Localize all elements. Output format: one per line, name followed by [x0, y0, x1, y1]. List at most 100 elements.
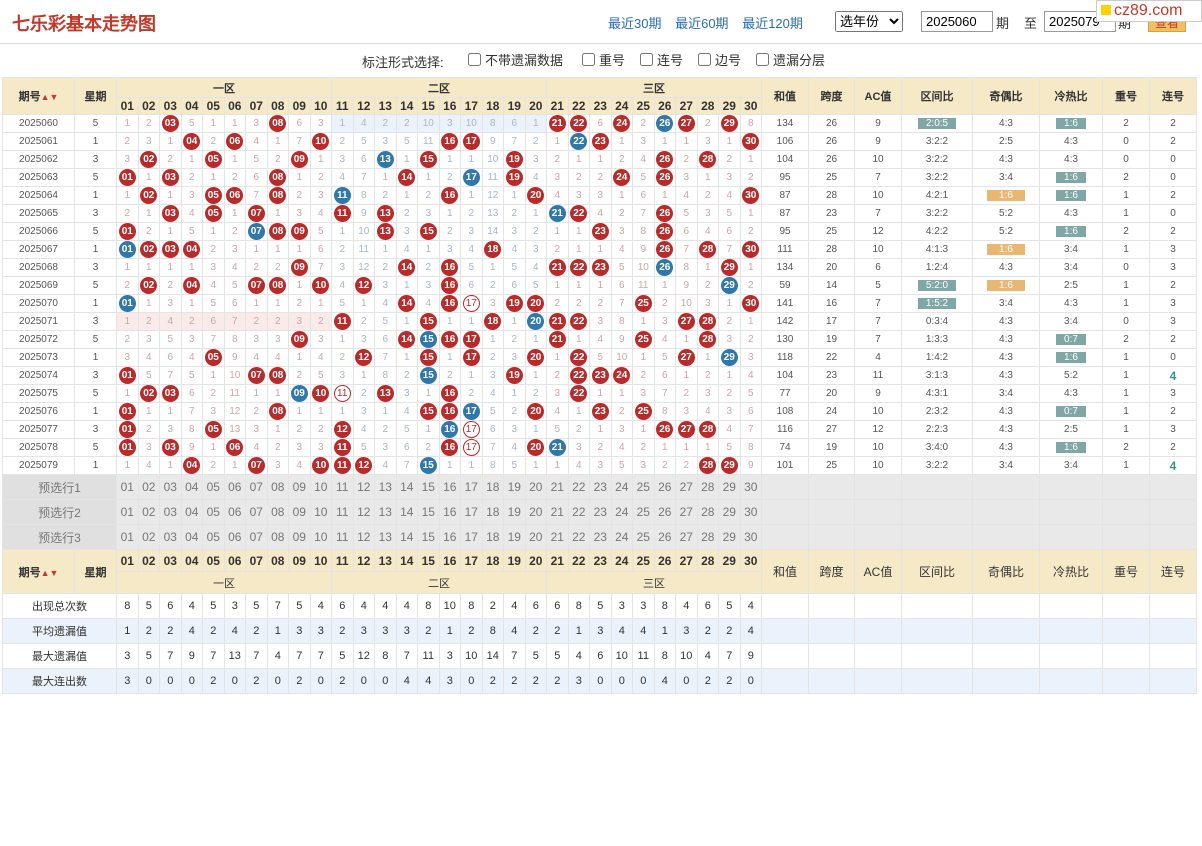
preselect-number[interactable]: 16	[438, 524, 461, 550]
footer-header-issue[interactable]: 期号▲▼	[2, 549, 75, 594]
preselect-number[interactable]: 05	[202, 499, 225, 525]
col-header-issue[interactable]: 期号▲▼	[2, 77, 75, 115]
preselect-number[interactable]: 14	[395, 524, 418, 550]
sort-icon[interactable]: ▲▼	[40, 92, 59, 102]
preselect-number[interactable]: 27	[675, 499, 698, 525]
preselect-number[interactable]: 04	[180, 524, 203, 550]
preselect-number[interactable]: 09	[288, 499, 311, 525]
filter-checkbox[interactable]	[582, 53, 595, 66]
preselect-number[interactable]: 06	[223, 474, 246, 500]
preselect-number[interactable]: 19	[503, 524, 526, 550]
preselect-number[interactable]: 02	[137, 499, 160, 525]
preselect-number[interactable]: 06	[223, 499, 246, 525]
recent-120-link[interactable]: 最近120期	[742, 16, 803, 31]
preselect-number[interactable]: 13	[374, 499, 397, 525]
preselect-number[interactable]: 20	[524, 524, 547, 550]
preselect-number[interactable]: 29	[718, 499, 741, 525]
preselect-number[interactable]: 22	[567, 524, 590, 550]
preselect-number[interactable]: 26	[653, 524, 676, 550]
preselect-number[interactable]: 20	[524, 499, 547, 525]
preselect-number[interactable]: 30	[739, 474, 762, 500]
preselect-number[interactable]: 01	[116, 474, 139, 500]
preselect-number[interactable]: 03	[159, 524, 182, 550]
filter-checkbox[interactable]	[468, 53, 481, 66]
preselect-number[interactable]: 11	[331, 524, 354, 550]
filter-option-no-miss[interactable]: 不带遗漏数据	[468, 50, 563, 69]
preselect-number[interactable]: 05	[202, 524, 225, 550]
filter-checkbox[interactable]	[698, 53, 711, 66]
preselect-number[interactable]: 13	[374, 474, 397, 500]
preselect-number[interactable]: 11	[331, 499, 354, 525]
preselect-number[interactable]: 28	[696, 474, 719, 500]
preselect-number[interactable]: 28	[696, 524, 719, 550]
preselect-number[interactable]: 18	[481, 474, 504, 500]
preselect-number[interactable]: 11	[331, 474, 354, 500]
preselect-number[interactable]: 08	[266, 499, 289, 525]
preselect-number[interactable]: 12	[352, 499, 375, 525]
sort-icon[interactable]: ▲▼	[40, 567, 59, 578]
preselect-number[interactable]: 06	[223, 524, 246, 550]
preselect-number[interactable]: 05	[202, 474, 225, 500]
preselect-number[interactable]: 27	[675, 524, 698, 550]
recent-30-link[interactable]: 最近30期	[608, 16, 662, 31]
preselect-number[interactable]: 15	[417, 524, 440, 550]
preselect-number[interactable]: 20	[524, 474, 547, 500]
preselect-number[interactable]: 02	[137, 474, 160, 500]
preselect-number[interactable]: 26	[653, 499, 676, 525]
preselect-number[interactable]: 25	[632, 524, 655, 550]
preselect-number[interactable]: 23	[589, 499, 612, 525]
preselect-number[interactable]: 27	[675, 474, 698, 500]
preselect-number[interactable]: 01	[116, 499, 139, 525]
preselect-number[interactable]: 09	[288, 524, 311, 550]
preselect-number[interactable]: 08	[266, 524, 289, 550]
preselect-number[interactable]: 24	[610, 474, 633, 500]
filter-option-edge[interactable]: 边号	[698, 50, 741, 69]
filter-option-consecutive[interactable]: 连号	[640, 50, 683, 69]
preselect-number[interactable]: 24	[610, 499, 633, 525]
preselect-number[interactable]: 02	[137, 524, 160, 550]
preselect-number[interactable]: 12	[352, 524, 375, 550]
preselect-number[interactable]: 10	[309, 499, 332, 525]
preselect-number[interactable]: 30	[739, 499, 762, 525]
preselect-number[interactable]: 18	[481, 499, 504, 525]
filter-option-repeat[interactable]: 重号	[582, 50, 625, 69]
preselect-number[interactable]: 14	[395, 474, 418, 500]
preselect-number[interactable]: 19	[503, 474, 526, 500]
preselect-number[interactable]: 17	[460, 524, 483, 550]
preselect-number[interactable]: 25	[632, 474, 655, 500]
preselect-number[interactable]: 12	[352, 474, 375, 500]
filter-checkbox[interactable]	[756, 53, 769, 66]
preselect-number[interactable]: 30	[739, 524, 762, 550]
preselect-number[interactable]: 03	[159, 499, 182, 525]
preselect-number[interactable]: 19	[503, 499, 526, 525]
preselect-number[interactable]: 14	[395, 499, 418, 525]
preselect-number[interactable]: 21	[546, 524, 569, 550]
preselect-number[interactable]: 21	[546, 499, 569, 525]
recent-60-link[interactable]: 最近60期	[675, 16, 729, 31]
preselect-number[interactable]: 18	[481, 524, 504, 550]
filter-option-miss-layer[interactable]: 遗漏分层	[756, 50, 825, 69]
preselect-number[interactable]: 23	[589, 474, 612, 500]
preselect-number[interactable]: 26	[653, 474, 676, 500]
preselect-number[interactable]: 09	[288, 474, 311, 500]
preselect-number[interactable]: 08	[266, 474, 289, 500]
preselect-number[interactable]: 03	[159, 474, 182, 500]
preselect-number[interactable]: 21	[546, 474, 569, 500]
preselect-number[interactable]: 29	[718, 474, 741, 500]
preselect-number[interactable]: 23	[589, 524, 612, 550]
preselect-number[interactable]: 28	[696, 499, 719, 525]
preselect-number[interactable]: 07	[245, 474, 268, 500]
preselect-number[interactable]: 15	[417, 474, 440, 500]
preselect-number[interactable]: 17	[460, 474, 483, 500]
preselect-number[interactable]: 22	[567, 474, 590, 500]
preselect-number[interactable]: 22	[567, 499, 590, 525]
preselect-number[interactable]: 29	[718, 524, 741, 550]
preselect-number[interactable]: 10	[309, 524, 332, 550]
preselect-number[interactable]: 16	[438, 474, 461, 500]
from-issue-input[interactable]	[921, 11, 993, 32]
filter-checkbox[interactable]	[640, 53, 653, 66]
preselect-number[interactable]: 01	[116, 524, 139, 550]
preselect-number[interactable]: 04	[180, 474, 203, 500]
preselect-number[interactable]: 25	[632, 499, 655, 525]
preselect-number[interactable]: 07	[245, 499, 268, 525]
